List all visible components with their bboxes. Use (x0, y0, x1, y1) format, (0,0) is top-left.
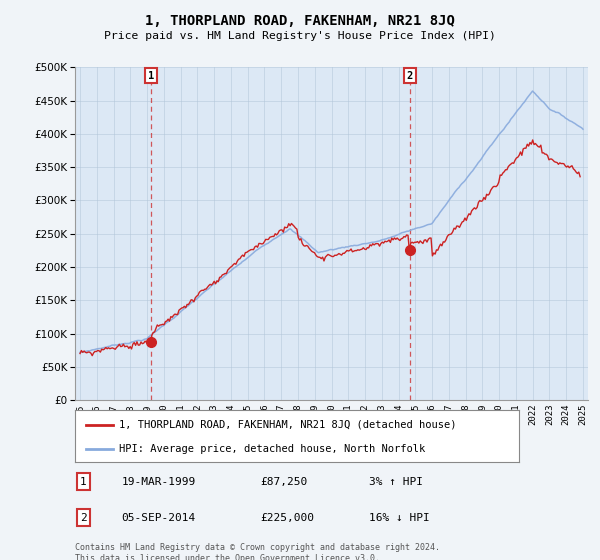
Text: £225,000: £225,000 (261, 513, 315, 523)
Text: 3% ↑ HPI: 3% ↑ HPI (369, 477, 423, 487)
Text: 19-MAR-1999: 19-MAR-1999 (121, 477, 196, 487)
Text: 2: 2 (407, 71, 413, 81)
Text: 2: 2 (80, 513, 87, 523)
Text: HPI: Average price, detached house, North Norfolk: HPI: Average price, detached house, Nort… (119, 444, 425, 454)
Text: 16% ↓ HPI: 16% ↓ HPI (369, 513, 430, 523)
Text: £87,250: £87,250 (261, 477, 308, 487)
Text: 05-SEP-2014: 05-SEP-2014 (121, 513, 196, 523)
Text: Contains HM Land Registry data © Crown copyright and database right 2024.
This d: Contains HM Land Registry data © Crown c… (75, 543, 440, 560)
Text: Price paid vs. HM Land Registry's House Price Index (HPI): Price paid vs. HM Land Registry's House … (104, 31, 496, 41)
Text: 1, THORPLAND ROAD, FAKENHAM, NR21 8JQ (detached house): 1, THORPLAND ROAD, FAKENHAM, NR21 8JQ (d… (119, 420, 457, 430)
Text: 1: 1 (80, 477, 87, 487)
Text: 1, THORPLAND ROAD, FAKENHAM, NR21 8JQ: 1, THORPLAND ROAD, FAKENHAM, NR21 8JQ (145, 14, 455, 28)
Text: 1: 1 (148, 71, 154, 81)
